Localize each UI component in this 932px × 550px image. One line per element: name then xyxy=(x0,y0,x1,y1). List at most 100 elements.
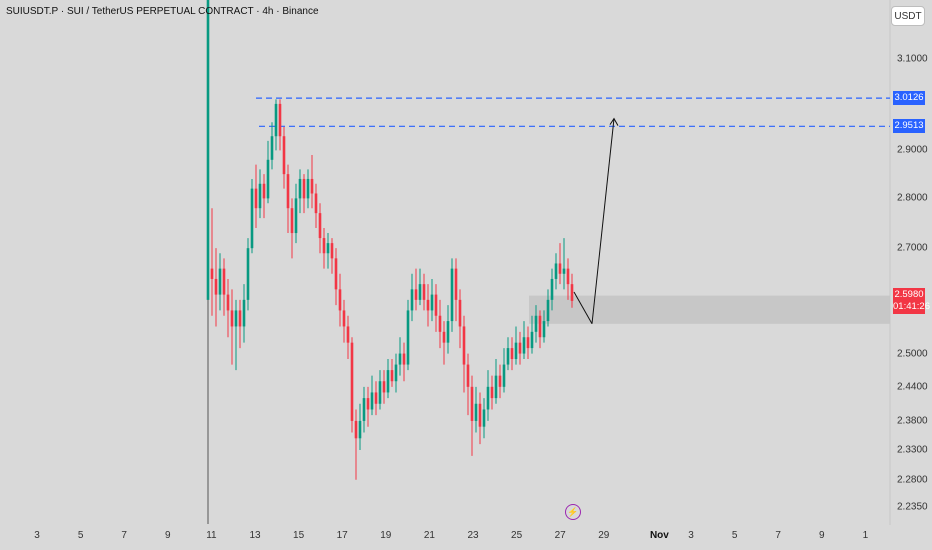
candle[interactable] xyxy=(502,348,506,393)
candle[interactable] xyxy=(234,299,238,371)
candle[interactable] xyxy=(286,164,290,234)
candle[interactable] xyxy=(570,273,574,308)
candle[interactable] xyxy=(462,315,466,393)
projection-arrow-down-leg[interactable] xyxy=(573,291,593,324)
candle[interactable] xyxy=(226,278,230,338)
candle[interactable] xyxy=(350,337,354,433)
candle[interactable] xyxy=(378,370,382,410)
candle[interactable] xyxy=(374,381,378,416)
candle[interactable] xyxy=(290,198,294,259)
candle[interactable] xyxy=(430,278,434,322)
candle[interactable] xyxy=(562,238,566,290)
candle[interactable] xyxy=(550,268,554,311)
candle[interactable] xyxy=(518,331,522,365)
candle[interactable] xyxy=(238,299,242,349)
candle[interactable] xyxy=(282,126,286,189)
candle[interactable] xyxy=(250,178,254,254)
candle[interactable] xyxy=(338,273,342,327)
candle[interactable] xyxy=(434,284,438,332)
candle[interactable] xyxy=(474,386,478,433)
candle[interactable] xyxy=(366,386,370,427)
candle[interactable] xyxy=(554,253,558,290)
projection-arrow-up-leg[interactable] xyxy=(591,118,615,324)
candle[interactable] xyxy=(426,284,430,327)
candle[interactable] xyxy=(334,248,338,306)
candle[interactable] xyxy=(442,321,446,365)
candle[interactable] xyxy=(402,342,406,382)
candle[interactable] xyxy=(210,208,214,316)
candle[interactable] xyxy=(222,258,226,316)
candle[interactable] xyxy=(490,375,494,410)
candle[interactable] xyxy=(386,359,390,399)
candle[interactable] xyxy=(302,174,306,214)
candle[interactable] xyxy=(342,299,346,343)
candle[interactable] xyxy=(306,169,310,209)
candle[interactable] xyxy=(406,299,410,371)
candle[interactable] xyxy=(398,337,402,376)
candle[interactable] xyxy=(298,169,302,214)
candle[interactable] xyxy=(566,258,570,300)
candle[interactable] xyxy=(498,364,502,399)
candle[interactable] xyxy=(278,99,282,151)
lightning-event-icon[interactable]: ⚡ xyxy=(565,504,581,520)
candle-body xyxy=(514,342,518,360)
candle[interactable] xyxy=(206,0,210,524)
candle[interactable] xyxy=(494,359,498,404)
candle[interactable] xyxy=(538,310,542,349)
candle[interactable] xyxy=(546,289,550,327)
candle[interactable] xyxy=(526,326,530,360)
candle[interactable] xyxy=(266,140,270,204)
candle[interactable] xyxy=(318,203,322,254)
candle[interactable] xyxy=(326,233,330,269)
candle[interactable] xyxy=(322,228,326,269)
candle[interactable] xyxy=(486,370,490,421)
candle[interactable] xyxy=(410,273,414,322)
candle[interactable] xyxy=(270,122,274,170)
currency-button[interactable]: USDT xyxy=(891,6,925,26)
candle[interactable] xyxy=(450,258,454,332)
candle[interactable] xyxy=(558,243,562,285)
candle[interactable] xyxy=(230,289,234,365)
candle[interactable] xyxy=(310,155,314,209)
candle[interactable] xyxy=(530,315,534,354)
candle[interactable] xyxy=(414,268,418,311)
candle[interactable] xyxy=(218,253,222,311)
candle[interactable] xyxy=(438,299,442,349)
candle[interactable] xyxy=(422,273,426,311)
candle[interactable] xyxy=(506,337,510,371)
candle[interactable] xyxy=(294,183,298,244)
candle[interactable] xyxy=(370,375,374,416)
candle[interactable] xyxy=(330,238,334,274)
candle[interactable] xyxy=(542,310,546,343)
candle[interactable] xyxy=(534,305,538,343)
candle[interactable] xyxy=(214,248,218,327)
candle[interactable] xyxy=(514,326,518,365)
candle[interactable] xyxy=(454,258,458,322)
candle[interactable] xyxy=(258,169,262,219)
candle[interactable] xyxy=(382,370,386,404)
candle[interactable] xyxy=(346,315,350,360)
candle[interactable] xyxy=(362,386,366,433)
candle[interactable] xyxy=(354,409,358,480)
candle[interactable] xyxy=(522,321,526,360)
candle[interactable] xyxy=(458,289,462,349)
candle[interactable] xyxy=(254,164,258,229)
candle[interactable] xyxy=(242,284,246,343)
candle[interactable] xyxy=(390,359,394,387)
candle[interactable] xyxy=(394,353,398,393)
candle[interactable] xyxy=(510,337,514,371)
candle[interactable] xyxy=(246,238,250,311)
candle[interactable] xyxy=(482,398,486,439)
candle[interactable] xyxy=(358,403,362,450)
candle[interactable] xyxy=(466,353,470,416)
candle[interactable] xyxy=(446,305,450,354)
candle[interactable] xyxy=(478,392,482,445)
candle[interactable] xyxy=(262,174,266,219)
candle[interactable] xyxy=(470,375,474,456)
candle[interactable] xyxy=(418,268,422,306)
candle[interactable] xyxy=(314,183,318,229)
candle[interactable] xyxy=(274,99,278,151)
demand-zone[interactable] xyxy=(529,295,890,324)
